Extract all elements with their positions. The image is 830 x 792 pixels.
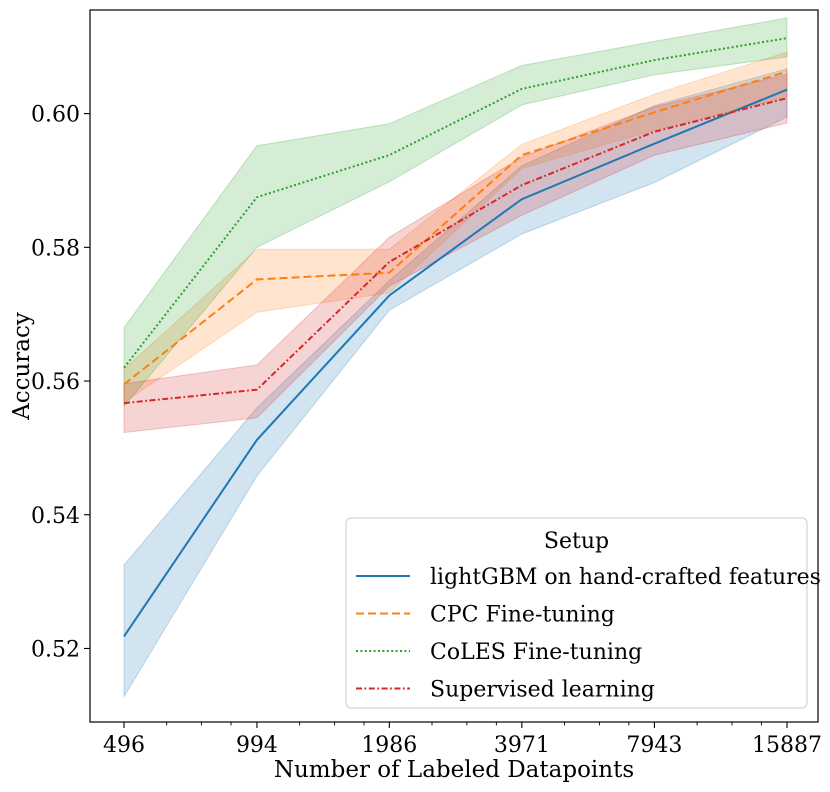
legend: Setup lightGBM on hand-crafted features C… — [345, 517, 821, 709]
series-line-3 — [123, 97, 788, 405]
series-line-1 — [123, 70, 788, 386]
x-axis-ticks: 496 994 1986 3971 7943 15887 — [103, 722, 822, 758]
band-1 — [123, 51, 788, 404]
x-tick-label: 3971 — [494, 733, 550, 758]
y-tick-label: 0.56 — [31, 370, 80, 395]
series-lines — [123, 37, 788, 637]
series-line-2 — [123, 37, 788, 369]
x-axis-label: Number of Labeled Datapoints — [274, 757, 634, 783]
band-2 — [123, 17, 788, 408]
y-axis-ticks: 0.52 0.54 0.56 0.58 0.60 — [31, 103, 90, 662]
series-line-0 — [123, 88, 788, 637]
y-tick-label: 0.54 — [31, 504, 80, 529]
y-tick-label: 0.60 — [31, 103, 80, 128]
x-tick-label: 496 — [103, 733, 145, 758]
band-3 — [123, 73, 788, 434]
legend-label-3: Supervised learning — [430, 678, 655, 703]
legend-title: Setup — [544, 529, 609, 554]
y-tick-label: 0.52 — [31, 637, 80, 662]
x-tick-label: 994 — [236, 733, 278, 758]
y-axis-label: Accuracy — [9, 312, 35, 421]
x-tick-label: 7943 — [626, 733, 682, 758]
legend-label-2: CoLES Fine-tuning — [430, 640, 642, 665]
confidence-bands — [123, 17, 788, 699]
legend-label-1: CPC Fine-tuning — [430, 603, 615, 628]
plot-frame — [89, 9, 819, 723]
band-0 — [123, 68, 788, 699]
y-tick-label: 0.58 — [31, 236, 80, 261]
legend-label-0: lightGBM on hand-crafted features — [430, 565, 821, 590]
legend-box — [345, 517, 808, 709]
x-tick-label: 1986 — [361, 733, 417, 758]
x-tick-label: 15887 — [752, 733, 822, 758]
legend-items: lightGBM on hand-crafted features CPC Fin… — [356, 565, 821, 703]
